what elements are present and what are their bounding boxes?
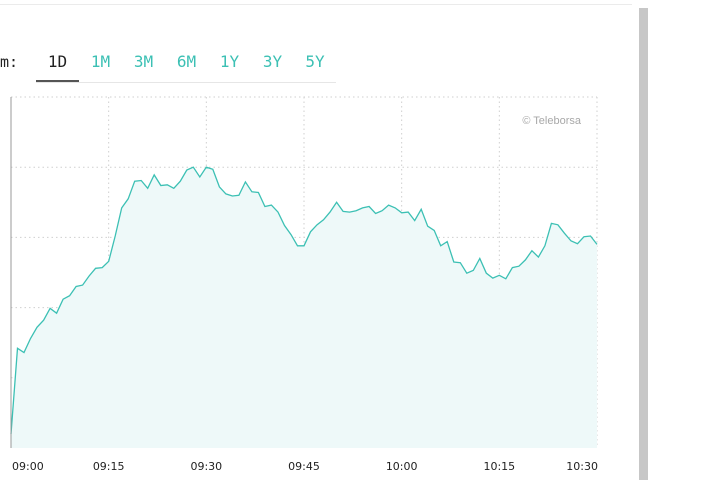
- scrollbar[interactable]: [639, 8, 648, 480]
- area-fill: [11, 167, 597, 448]
- price-chart: © Teleborsa 09:00 09:15 09:30 09:45 10:00 10:…: [10, 96, 598, 473]
- x-tick-label: 10:15: [483, 460, 515, 473]
- period-label: m:: [0, 53, 19, 71]
- period-tab-5y[interactable]: 5Y: [305, 52, 325, 71]
- period-tab-1d[interactable]: 1D: [36, 46, 79, 82]
- x-tick-label: 09:15: [93, 460, 125, 473]
- x-tick-label: 09:00: [12, 460, 44, 473]
- x-tick-label: 10:00: [386, 460, 418, 473]
- watermark: © Teleborsa: [522, 115, 582, 127]
- price-line: [10, 166, 598, 435]
- x-tick-label: 10:30: [566, 460, 598, 473]
- period-tab-1m[interactable]: 1M: [90, 52, 111, 71]
- x-tick-label: 09:45: [288, 460, 320, 473]
- period-tab-3m[interactable]: 3M: [133, 52, 154, 71]
- period-tab-1y[interactable]: 1Y: [219, 52, 240, 71]
- top-divider: [0, 4, 632, 5]
- period-tabs: 1D 1M 3M 6M 1Y 3Y 5Y: [36, 46, 336, 83]
- x-axis-ticks: 09:00 09:15 09:30 09:45 10:00 10:15 10:30: [12, 460, 598, 473]
- period-tab-6m[interactable]: 6M: [176, 52, 197, 71]
- period-tab-3y[interactable]: 3Y: [262, 52, 283, 71]
- x-tick-label: 09:30: [190, 460, 222, 473]
